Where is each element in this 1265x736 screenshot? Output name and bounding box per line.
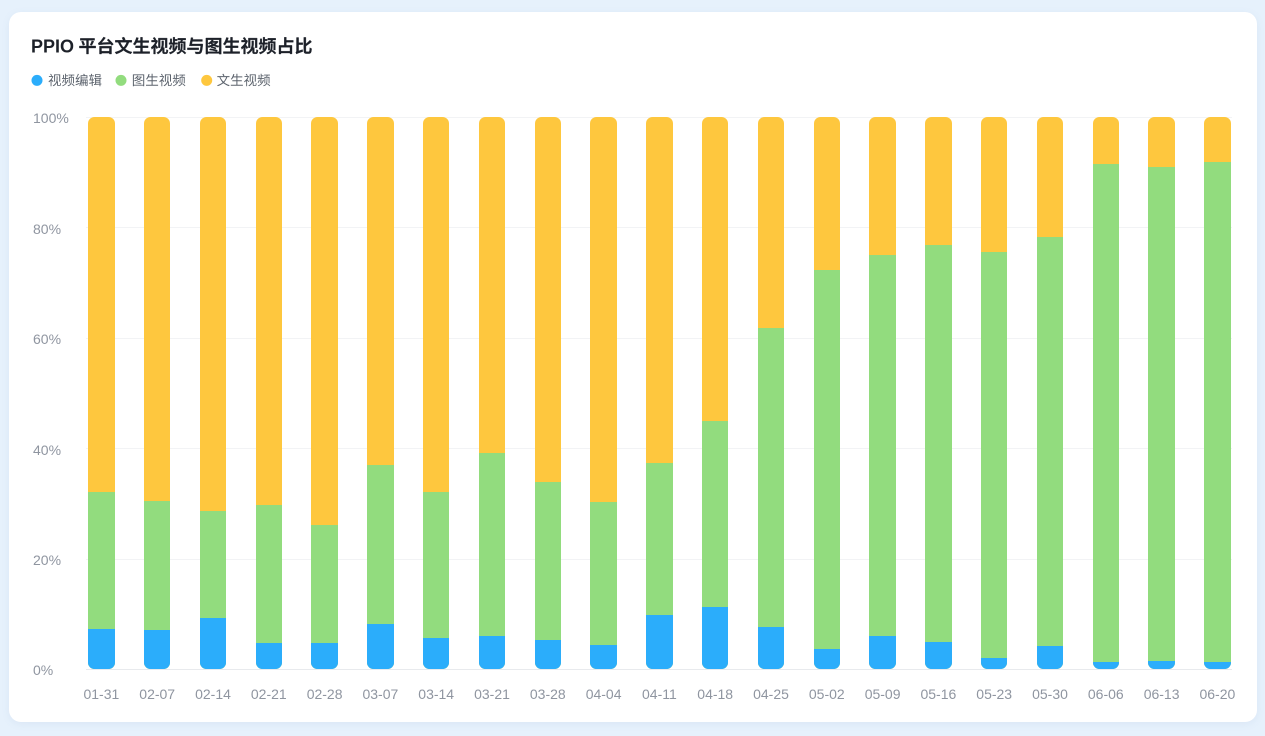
svg-text:PPIO: PPIO bbox=[31, 36, 74, 56]
